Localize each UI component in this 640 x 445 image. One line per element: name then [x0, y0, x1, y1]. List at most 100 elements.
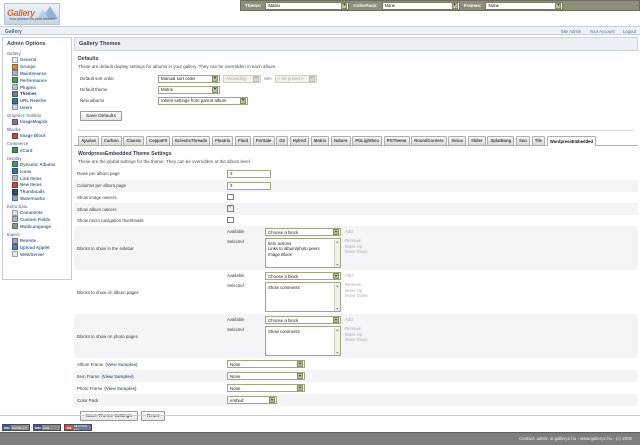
available-block-select[interactable]: Choose a block ▼	[265, 316, 341, 325]
remove-link[interactable]: Remove	[345, 326, 362, 332]
sidebar-item-themes[interactable]: Themes	[3, 90, 71, 97]
tab-forsale[interactable]: ForSale	[252, 135, 275, 145]
colorpack-select[interactable]: None ▼	[381, 1, 460, 10]
sidebar-item-imagemagick[interactable]: ImageMagick	[3, 118, 71, 125]
sidebar-item-image-block[interactable]: Image Block	[3, 132, 71, 140]
add-block-link[interactable]: Add	[345, 273, 353, 279]
breadcrumb-gallery-link[interactable]: Gallery	[5, 28, 22, 35]
tab-matrix[interactable]: Matrix	[310, 135, 330, 145]
sidebar-item-watermarks[interactable]: Watermarks	[3, 195, 71, 202]
sidebar-item-thumbnails[interactable]: Thumbnails	[3, 188, 71, 195]
list-item[interactable]: Links to album/photo peers	[268, 246, 320, 252]
sidebar-item-multilanguage[interactable]: MultiLanguage	[3, 223, 71, 230]
frame-select[interactable]: None ▼	[227, 360, 305, 369]
add-block-link[interactable]: Add	[345, 229, 353, 235]
gallery-logo[interactable]: Gallery Your photos on your website	[4, 3, 60, 25]
setting-checkbox[interactable]	[227, 193, 234, 201]
tab-sun[interactable]: Sun	[515, 135, 531, 145]
sidebar-item-groups[interactable]: Groups	[3, 63, 71, 70]
selected-blocks-listbox[interactable]: Show comments ▲ ▼	[265, 326, 341, 357]
available-block-select[interactable]: Choose a block ▼	[265, 272, 341, 281]
sidebar-item-dynamic-albums[interactable]: Dynamic Albums	[3, 161, 71, 168]
move-down-link[interactable]: Move Down	[345, 293, 368, 299]
sidebar-item-custom-fields[interactable]: Custom Fields	[3, 216, 71, 223]
move-up-link[interactable]: Move Up	[345, 331, 363, 337]
tab-pgtheme[interactable]: PGTheme	[383, 135, 410, 145]
sidebar-item-performance[interactable]: Performance	[3, 77, 71, 84]
selected-blocks-listbox[interactable]: Item actions Links to album/photo peers Im…	[265, 238, 341, 269]
move-up-link[interactable]: Move Up	[345, 287, 363, 293]
tab-ajaxian[interactable]: Ajaxian	[78, 135, 100, 145]
tab-hybrid[interactable]: Hybrid	[289, 135, 310, 145]
tab-sirius[interactable]: Sirius	[448, 135, 467, 145]
sidebar-item-icons[interactable]: Icons	[3, 168, 71, 175]
add-block-link[interactable]: Add	[345, 317, 353, 323]
listbox-scrollbar[interactable]: ▲ ▼	[334, 327, 340, 355]
list-item[interactable]: Item actions	[268, 240, 292, 246]
remove-link[interactable]: Remove	[345, 282, 362, 288]
sidebar-item-general[interactable]: General	[3, 56, 71, 64]
new-albums-select[interactable]: Inherit settings from parent album ▼	[158, 96, 248, 105]
logout-link[interactable]: Logout	[622, 29, 636, 34]
remove-link[interactable]: Remove	[345, 238, 362, 244]
default-theme-select[interactable]: Matrix ▼	[158, 85, 220, 94]
your-account-link[interactable]: Your Account	[589, 29, 615, 34]
tab-pglightbox[interactable]: PGLightbox	[352, 135, 383, 145]
sidebar-item-maintenance[interactable]: Maintenance	[3, 70, 71, 77]
scroll-up-icon[interactable]: ▲	[335, 327, 339, 332]
sidebar-item-link-items[interactable]: Link Items	[3, 175, 71, 182]
sidebar-item-url-rewrite[interactable]: URL Rewrite	[3, 97, 71, 104]
default-sort-order-select[interactable]: Manual sort order ▼	[158, 74, 220, 83]
sidebar-item-users[interactable]: Users	[3, 104, 71, 111]
tab-floatrix[interactable]: Floatrix	[211, 135, 234, 145]
frame-select[interactable]: None ▼	[227, 372, 305, 381]
validation-badge[interactable]: W3C CSS	[33, 424, 61, 431]
tab-coppafit[interactable]: CoppaFit	[145, 135, 171, 145]
tab-roundcorners[interactable]: RoundCorners	[411, 135, 447, 145]
setting-text-input[interactable]: 3	[227, 181, 271, 190]
tab-eclecticthreads[interactable]: EclecticThreads	[171, 135, 211, 145]
scroll-up-icon[interactable]: ▲	[335, 239, 339, 244]
validation-badge[interactable]: 508 SECTION 508	[64, 424, 92, 431]
list-item[interactable]: Show comments	[268, 328, 300, 334]
theme-select[interactable]: Matrix ▼	[265, 1, 350, 10]
move-down-link[interactable]: Move Down	[345, 249, 368, 255]
setting-checkbox[interactable]	[227, 205, 234, 212]
scroll-down-icon[interactable]: ▼	[335, 262, 339, 267]
tab-splatbang[interactable]: SplatBang	[487, 135, 515, 145]
listbox-scrollbar[interactable]: ▲ ▼	[334, 239, 340, 267]
sidebar-item-web-server[interactable]: Web/Server	[3, 251, 71, 258]
colorpack-theme-select[interactable]: embed ▼	[227, 396, 277, 405]
frames-select[interactable]: None ▼	[485, 1, 564, 10]
reset-button[interactable]: Reset	[140, 411, 166, 422]
validation-badge[interactable]: W3C XHTML 1.0	[2, 424, 30, 431]
view-samples-link[interactable]: (View Samples)	[104, 385, 137, 391]
setting-text-input[interactable]: 3	[227, 169, 271, 178]
sidebar-item-plugins[interactable]: Plugins	[3, 84, 71, 91]
sidebar-item-upload-applet[interactable]: Upload Applet	[3, 244, 71, 251]
tab-carbon[interactable]: Carbon	[100, 135, 122, 145]
tab-nature[interactable]: Nature	[330, 135, 351, 145]
view-samples-link[interactable]: (View Samples)	[101, 373, 134, 379]
scroll-down-icon[interactable]: ▼	[335, 306, 339, 311]
setting-checkbox[interactable]	[227, 216, 234, 224]
frame-select[interactable]: None ▼	[227, 384, 305, 393]
view-samples-link[interactable]: (View Samples)	[105, 361, 138, 367]
listbox-scrollbar[interactable]: ▲ ▼	[334, 283, 340, 311]
save-theme-settings-button[interactable]: Save Theme Settings	[80, 411, 138, 422]
sidebar-item-new-items[interactable]: New Items	[3, 181, 71, 188]
available-block-select[interactable]: Choose a block ▼	[265, 228, 341, 237]
tab-wordpressembedded[interactable]: WordpressEmbedded	[546, 136, 597, 146]
tab-tile[interactable]: Tile	[531, 135, 546, 145]
sidebar-item-comments[interactable]: Comments	[3, 209, 71, 216]
list-item[interactable]: Show comments	[268, 284, 300, 290]
site-admin-link[interactable]: Site Admin	[560, 29, 582, 34]
scroll-up-icon[interactable]: ▲	[335, 283, 339, 288]
tab-fluid[interactable]: Fluid	[234, 135, 252, 145]
list-item[interactable]: Image Block	[268, 251, 292, 257]
tab-g3[interactable]: G3	[276, 135, 288, 145]
move-down-link[interactable]: Move Down	[345, 337, 368, 343]
scroll-down-icon[interactable]: ▼	[335, 350, 339, 355]
move-up-link[interactable]: Move Up	[345, 243, 363, 249]
sidebar-item-remote[interactable]: Remote	[3, 237, 71, 244]
